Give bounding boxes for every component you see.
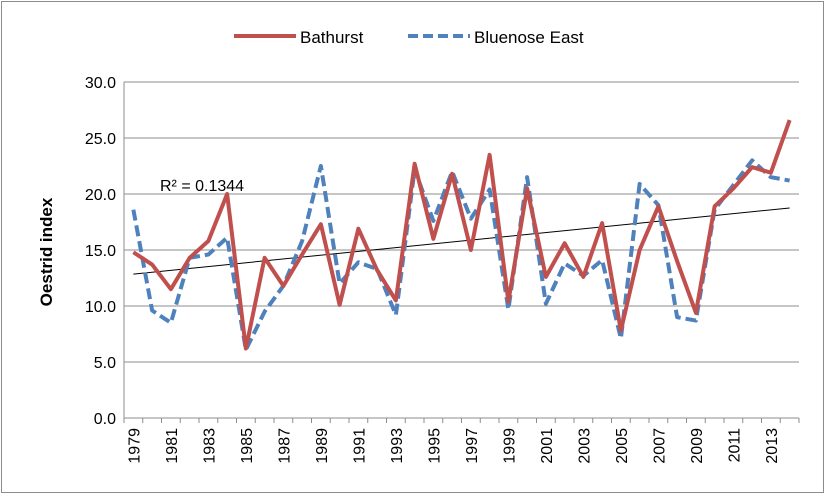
x-tick-label: 1989 [314,428,331,464]
legend-bathurst-label: Bathurst [300,28,364,47]
x-tick-label: 1999 [501,428,518,464]
x-tick-label: 1997 [464,428,481,464]
series-line-bathurst [132,119,792,351]
y-tick-label: 5.0 [94,355,116,372]
legend: Bathurst Bluenose East [234,28,584,47]
x-tick-labels: 1979 1981 1983 1985 1987 1989 1991 1993 1995 1997… [123,418,800,464]
y-tick-label: 10.0 [85,299,116,316]
x-tick-label: 1987 [276,428,293,464]
y-axis-label: Oestrid index [37,197,56,306]
x-tick-label: 1981 [164,428,181,464]
x-tick-label: 1995 [426,428,443,464]
x-tick-label: 2001 [539,428,556,464]
x-tick-label: 2009 [689,428,706,464]
y-tick-label: 30.0 [85,75,116,92]
x-tick-label: 2013 [764,428,781,464]
x-tick-label: 2007 [651,428,668,464]
x-tick-label: 1985 [239,428,256,464]
series-line-bluenose-east [131,158,790,352]
trendline [133,207,790,275]
y-tick-label: 25.0 [85,131,116,148]
series-lines [131,119,792,352]
gridlines [123,81,799,419]
y-tick-label: 0.0 [94,411,116,428]
x-tick-label: 1991 [351,428,368,464]
x-tick-label: 1983 [201,428,218,464]
legend-bluenose-east-label: Bluenose East [474,28,584,47]
y-tick-labels: 0.0 5.0 10.0 15.0 20.0 25.0 30.0 [85,75,116,428]
x-tick-label: 2003 [576,428,593,464]
y-tick-label: 20.0 [85,187,116,204]
x-tick-label: 1979 [126,428,143,464]
trendline-group [133,207,790,275]
x-tick-label: 1993 [389,428,406,464]
x-tick-label: 2011 [726,428,743,463]
x-tick-label: 2005 [614,428,631,464]
y-tick-label: 15.0 [85,243,116,260]
trendline-r2-label: R² = 0.1344 [160,178,244,195]
